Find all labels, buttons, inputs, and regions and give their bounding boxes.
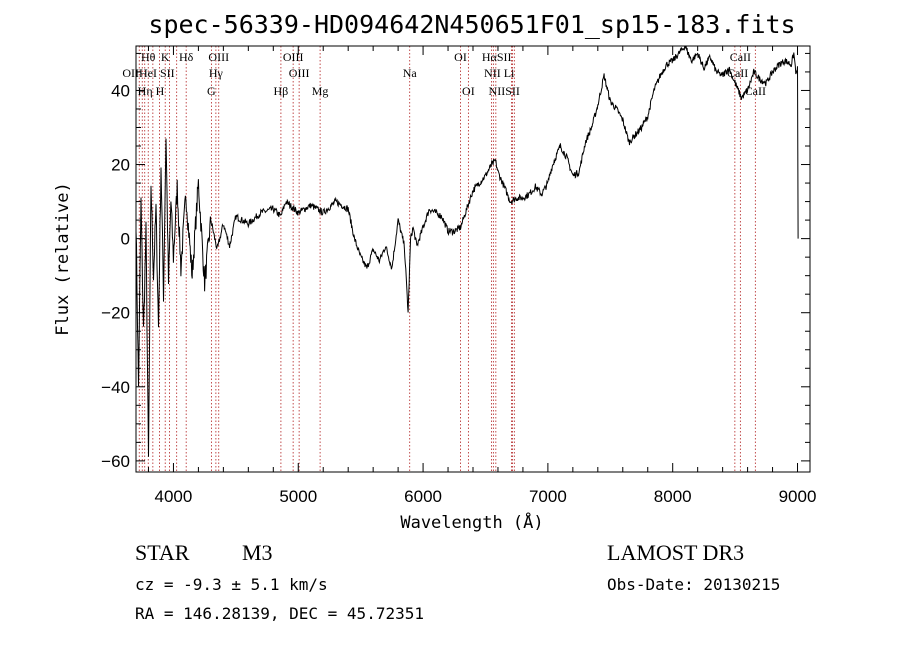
line-label-3: OIII <box>208 50 229 64</box>
x-tick-label: 8000 <box>654 487 692 506</box>
line-label-5: OI <box>454 50 467 64</box>
line-label-4: OIII <box>283 50 304 64</box>
y-tick-label: 40 <box>111 81 130 100</box>
data-release: LAMOST DR3 <box>607 540 744 565</box>
y-axis-label: Flux (relative) <box>53 182 73 336</box>
y-tick-label: −40 <box>101 378 130 397</box>
line-label-2: Hδ <box>179 50 194 64</box>
x-axis-label: Wavelength (Å) <box>400 511 543 533</box>
y-tick-label: 20 <box>111 156 130 175</box>
emission-line-labels: Hθ K Hδ OIII OIII OI HαSII CaII OIIHeI SII Hγ OIII… <box>122 50 766 98</box>
line-label-12: NII Li <box>484 66 515 80</box>
line-label-6: HαSII <box>482 50 512 64</box>
line-label-8: OIIHeI SII <box>122 66 174 80</box>
x-axis-ticks: 4000 5000 6000 7000 8000 9000 <box>147 46 817 506</box>
spectrum-line <box>135 45 799 457</box>
line-label-15: G <box>207 84 216 98</box>
line-label-10: OIII <box>289 66 310 80</box>
line-label-1: K <box>161 50 170 64</box>
line-label-0: Hθ <box>141 50 156 64</box>
x-tick-label: 6000 <box>404 487 442 506</box>
x-tick-label: 5000 <box>279 487 317 506</box>
x-tick-label: 9000 <box>779 487 817 506</box>
observation-date: Obs-Date: 20130215 <box>607 575 780 594</box>
line-label-14: Hη H <box>138 84 165 98</box>
line-label-11: Na <box>403 66 418 80</box>
y-tick-label: 0 <box>121 230 130 249</box>
object-type: STAR <box>135 540 190 565</box>
line-label-9: Hγ <box>209 66 224 80</box>
ra-dec: RA = 146.28139, DEC = 45.72351 <box>135 604 424 623</box>
line-label-16: Hβ <box>274 84 289 98</box>
x-tick-label: 4000 <box>155 487 193 506</box>
emission-line-markers <box>138 46 756 472</box>
plot-frame <box>135 45 811 473</box>
redshift-cz: cz = -9.3 ± 5.1 km/s <box>135 575 328 594</box>
line-label-17: Mg <box>312 84 329 98</box>
x-tick-label: 7000 <box>529 487 567 506</box>
line-label-7: CaII <box>730 50 751 64</box>
y-tick-label: −60 <box>101 452 130 471</box>
line-label-20: CaII <box>745 84 766 98</box>
line-label-19: NIISII <box>489 84 520 98</box>
chart-title: spec-56339-HD094642N450651F01_sp15-183.f… <box>148 10 795 39</box>
line-label-18: OI <box>462 84 475 98</box>
y-tick-label: −20 <box>101 304 130 323</box>
y-axis-ticks: −60 −40 −20 0 20 40 <box>101 52 810 471</box>
spectral-subclass: M3 <box>242 540 273 565</box>
